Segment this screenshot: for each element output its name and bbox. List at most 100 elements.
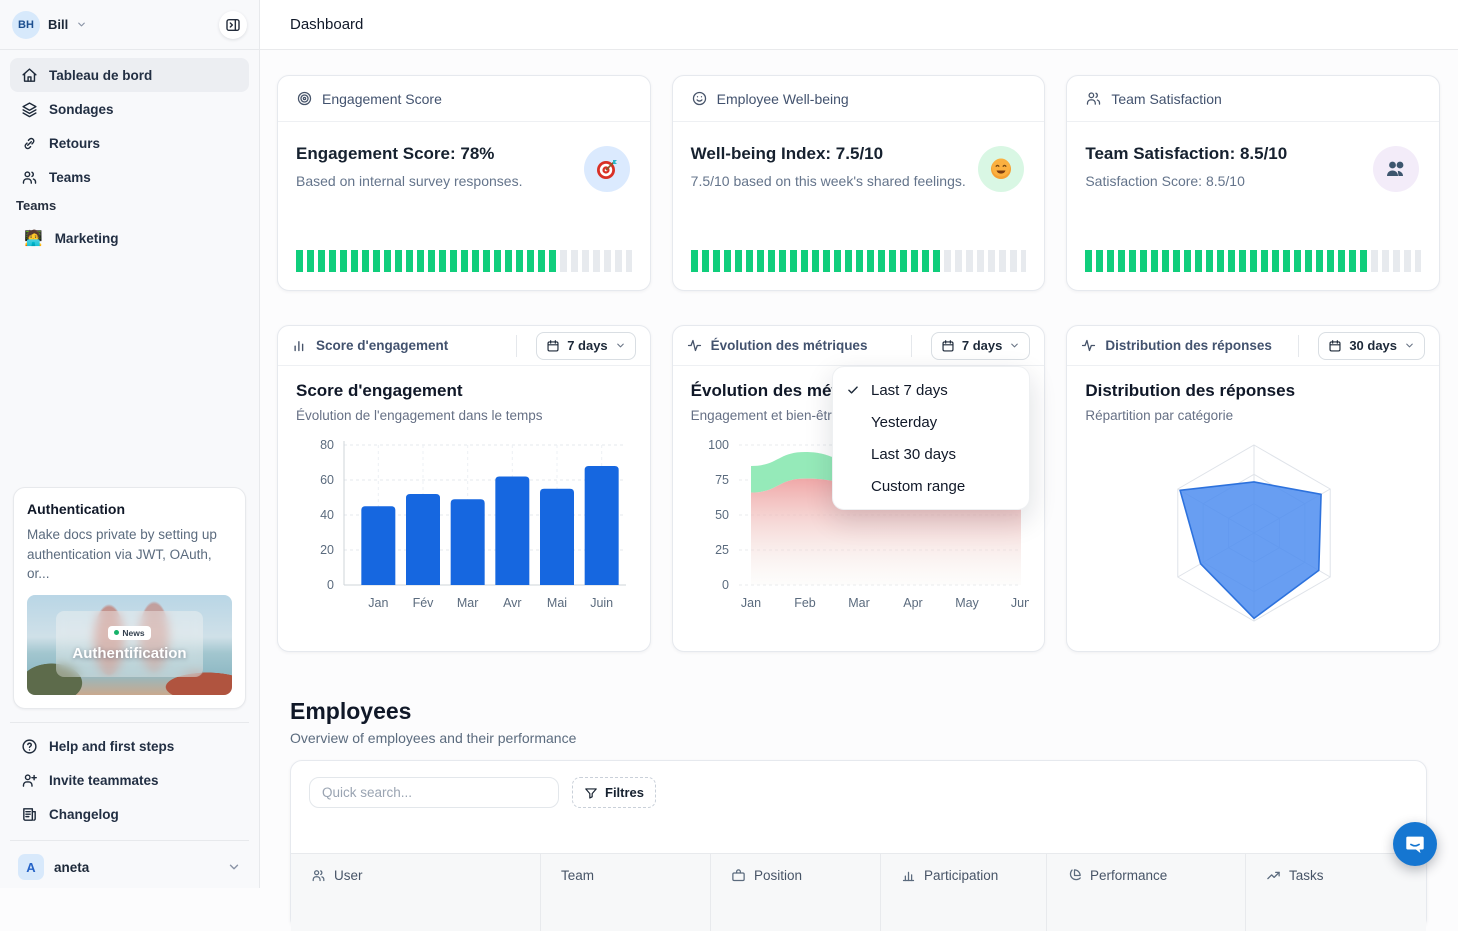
sidebar-item-label: Teams — [49, 170, 91, 185]
sidebar-item-tableau-de-bord[interactable]: Tableau de bord — [10, 58, 249, 92]
sidebar-item-retours[interactable]: Retours — [10, 126, 249, 160]
column-header-performance[interactable]: Performance — [1047, 854, 1246, 931]
svg-text:Juin: Juin — [590, 596, 613, 610]
sidebar-item-label: Sondages — [49, 102, 114, 117]
sidebar-item-teams[interactable]: Teams — [10, 160, 249, 194]
satisfaction-progress-bar — [1085, 250, 1421, 272]
card-body: Well-being Index: 7.5/10 7.5/10 based on… — [673, 122, 1045, 290]
menu-item-custom-range[interactable]: Custom range — [833, 470, 1029, 502]
sidebar-item-changelog[interactable]: Changelog — [10, 797, 249, 831]
engagement-progress-bar — [296, 250, 632, 272]
card-header-label: Engagement Score — [322, 91, 442, 107]
sidebar-footer: Help and first steps Invite teammates Ch… — [10, 722, 249, 831]
menu-item-label: Last 7 days — [871, 382, 948, 399]
users-icon — [1085, 90, 1102, 107]
date-range-dropdown-menu: Last 7 days Yesterday Last 30 days Custo… — [832, 366, 1030, 510]
avatar[interactable]: BH — [12, 11, 40, 39]
svg-text:0: 0 — [327, 578, 334, 592]
card-body: Team Satisfaction: 8.5/10 Satisfaction S… — [1067, 122, 1439, 290]
column-header-user[interactable]: User — [291, 854, 541, 931]
menu-item-last-7-days[interactable]: Last 7 days — [833, 374, 1029, 406]
card-header: Score d'engagement 7 days — [278, 326, 650, 366]
target-icon — [296, 90, 313, 107]
chevron-down-icon — [76, 19, 87, 30]
promo-image[interactable]: News Authentification — [27, 595, 232, 695]
card-header: Distribution des réponses 30 days — [1067, 326, 1439, 366]
sidebar-collapse-button[interactable] — [219, 11, 247, 39]
authentication-promo-card[interactable]: Authentication Make docs private by sett… — [13, 487, 246, 709]
card-header: Évolution des métriques 7 days — [673, 326, 1045, 366]
card-header-label: Employee Well-being — [717, 91, 849, 107]
card-header-label: Évolution des métriques — [711, 338, 868, 353]
engagement-chart-card: Score d'engagement 7 days Score d'engage… — [277, 325, 651, 652]
employees-table-card: Filtres User Team Position Participation — [290, 760, 1427, 930]
sidebar-item-invite[interactable]: Invite teammates — [10, 763, 249, 797]
header-divider — [1298, 335, 1299, 357]
column-label: Performance — [1090, 868, 1167, 883]
svg-text:25: 25 — [715, 543, 729, 557]
range-label: 30 days — [1349, 338, 1397, 353]
sidebar-item-help[interactable]: Help and first steps — [10, 729, 249, 763]
employees-toolbar: Filtres — [291, 761, 1426, 824]
calendar-icon — [941, 339, 955, 353]
sidebar: BH Bill Tableau de bord Sondages — [0, 0, 260, 888]
svg-text:Fév: Fév — [413, 596, 435, 610]
column-label: Participation — [924, 868, 998, 883]
calendar-icon — [1328, 339, 1342, 353]
svg-text:Mar: Mar — [848, 596, 870, 610]
activity-icon — [687, 338, 702, 353]
dart-target-emoji — [584, 146, 630, 192]
employees-subtitle: Overview of employees and their performa… — [290, 730, 576, 746]
workspace-name: aneta — [54, 860, 89, 875]
sidebar-item-label: Help and first steps — [49, 739, 174, 754]
check-icon — [846, 383, 860, 397]
search-input[interactable] — [309, 777, 559, 808]
workspace-row[interactable]: A aneta — [10, 849, 249, 885]
help-circle-icon — [21, 738, 38, 755]
activity-icon — [1081, 338, 1096, 353]
sidebar-item-label: Changelog — [49, 807, 119, 822]
column-label: Team — [561, 868, 594, 883]
svg-text:100: 100 — [708, 438, 729, 452]
column-header-position[interactable]: Position — [711, 854, 881, 931]
svg-text:20: 20 — [320, 543, 334, 557]
date-range-button[interactable]: 7 days — [931, 332, 1030, 360]
date-range-button[interactable]: 30 days — [1318, 332, 1425, 360]
svg-text:Apr: Apr — [903, 596, 922, 610]
range-label: 7 days — [962, 338, 1002, 353]
card-body: Score d'engagement Évolution de l'engage… — [278, 366, 650, 635]
stat-subtitle: Satisfaction Score: 8.5/10 — [1085, 173, 1421, 189]
date-range-button[interactable]: 7 days — [536, 332, 635, 360]
column-label: User — [334, 868, 363, 883]
wellbeing-progress-bar — [691, 250, 1027, 272]
sidebar-nav: Tableau de bord Sondages Retours Teams — [10, 58, 249, 194]
chat-widget-button[interactable] — [1393, 822, 1437, 866]
news-badge: News — [108, 626, 150, 640]
card-header-label: Team Satisfaction — [1111, 91, 1222, 107]
column-header-team[interactable]: Team — [541, 854, 711, 931]
briefcase-icon — [731, 868, 746, 883]
svg-text:May: May — [955, 596, 979, 610]
card-header: Engagement Score — [278, 76, 650, 122]
sidebar-item-label: Tableau de bord — [49, 68, 152, 83]
range-label: 7 days — [567, 338, 607, 353]
promo-caption: Authentification — [72, 645, 186, 662]
page-title: Dashboard — [290, 16, 363, 33]
menu-item-last-30-days[interactable]: Last 30 days — [833, 438, 1029, 470]
column-header-participation[interactable]: Participation — [881, 854, 1047, 931]
stat-title: Engagement Score: 78% — [296, 144, 632, 164]
column-header-tasks[interactable]: Tasks — [1246, 854, 1426, 931]
trend-up-icon — [1266, 868, 1281, 883]
filters-button[interactable]: Filtres — [572, 777, 656, 808]
menu-item-yesterday[interactable]: Yesterday — [833, 406, 1029, 438]
user-name[interactable]: Bill — [48, 17, 68, 32]
technologist-emoji: 🧑‍💻 — [24, 229, 43, 247]
smiley-icon — [691, 90, 708, 107]
stat-subtitle: Based on internal survey responses. — [296, 173, 632, 189]
header-divider — [516, 335, 517, 357]
sidebar-item-sondages[interactable]: Sondages — [10, 92, 249, 126]
chart-title: Distribution des réponses — [1085, 381, 1421, 401]
changelog-icon — [21, 806, 38, 823]
chat-bubble-icon — [1404, 833, 1426, 855]
sidebar-item-marketing[interactable]: 🧑‍💻 Marketing — [10, 222, 249, 254]
